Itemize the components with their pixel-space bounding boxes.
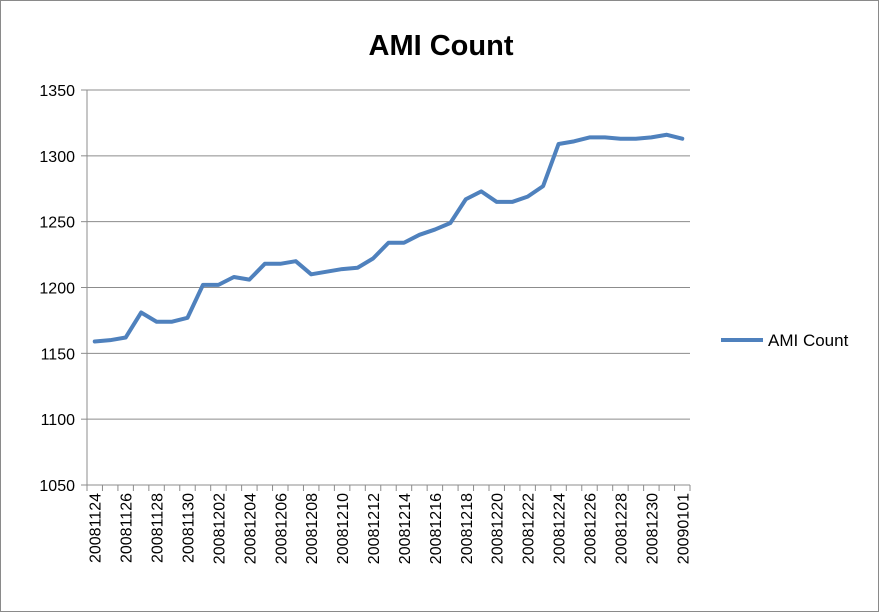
x-tick-label: 20090101 <box>675 493 692 564</box>
x-tick-label: 20081126 <box>119 493 136 563</box>
series-layer <box>92 132 685 344</box>
x-tick-label: 20081208 <box>304 493 321 564</box>
x-tick-label: 20081212 <box>366 493 383 564</box>
x-tick-label: 20081230 <box>644 493 661 564</box>
x-tick-label: 20081218 <box>459 493 476 564</box>
x-tick-label: 20081128 <box>150 493 167 563</box>
chart-title: AMI Count <box>369 30 514 62</box>
y-tick-label: 1150 <box>41 346 76 363</box>
gridlines <box>81 89 690 486</box>
x-tick-label: 20081220 <box>490 493 507 564</box>
x-tick-label: 20081210 <box>335 493 352 564</box>
series-line-ami-count <box>92 132 685 344</box>
y-tick-label: 1300 <box>39 149 75 166</box>
y-tick-label: 1200 <box>39 281 75 298</box>
x-axis-tick-labels: 20081124 20081126 20081128 20081130 20081202… <box>88 493 693 564</box>
x-tick-label: 20081124 <box>88 493 105 563</box>
x-tick-label: 20081216 <box>428 493 445 564</box>
y-tick-label: 1050 <box>39 478 75 495</box>
legend-label-ami-count: AMI Count <box>768 331 849 350</box>
axes <box>86 90 691 491</box>
x-tick-label: 20081130 <box>181 493 198 563</box>
y-tick-label: 1350 <box>39 83 75 100</box>
x-tick-label: 20081206 <box>273 493 290 564</box>
legend: AMI Count <box>721 331 849 350</box>
x-tick-label: 20081204 <box>242 493 259 564</box>
x-tick-label: 20081202 <box>211 493 228 564</box>
x-tick-label: 20081214 <box>397 493 414 564</box>
x-tick-label: 20081224 <box>552 493 569 564</box>
y-axis-tick-labels: 1050 1100 1150 1200 1250 1300 1350 <box>39 83 75 495</box>
y-tick-label: 1100 <box>41 412 76 429</box>
x-tick-label: 20081228 <box>613 493 630 564</box>
x-tick-label: 20081226 <box>583 493 600 564</box>
x-tick-label: 20081222 <box>521 493 538 564</box>
y-tick-label: 1250 <box>39 215 75 232</box>
